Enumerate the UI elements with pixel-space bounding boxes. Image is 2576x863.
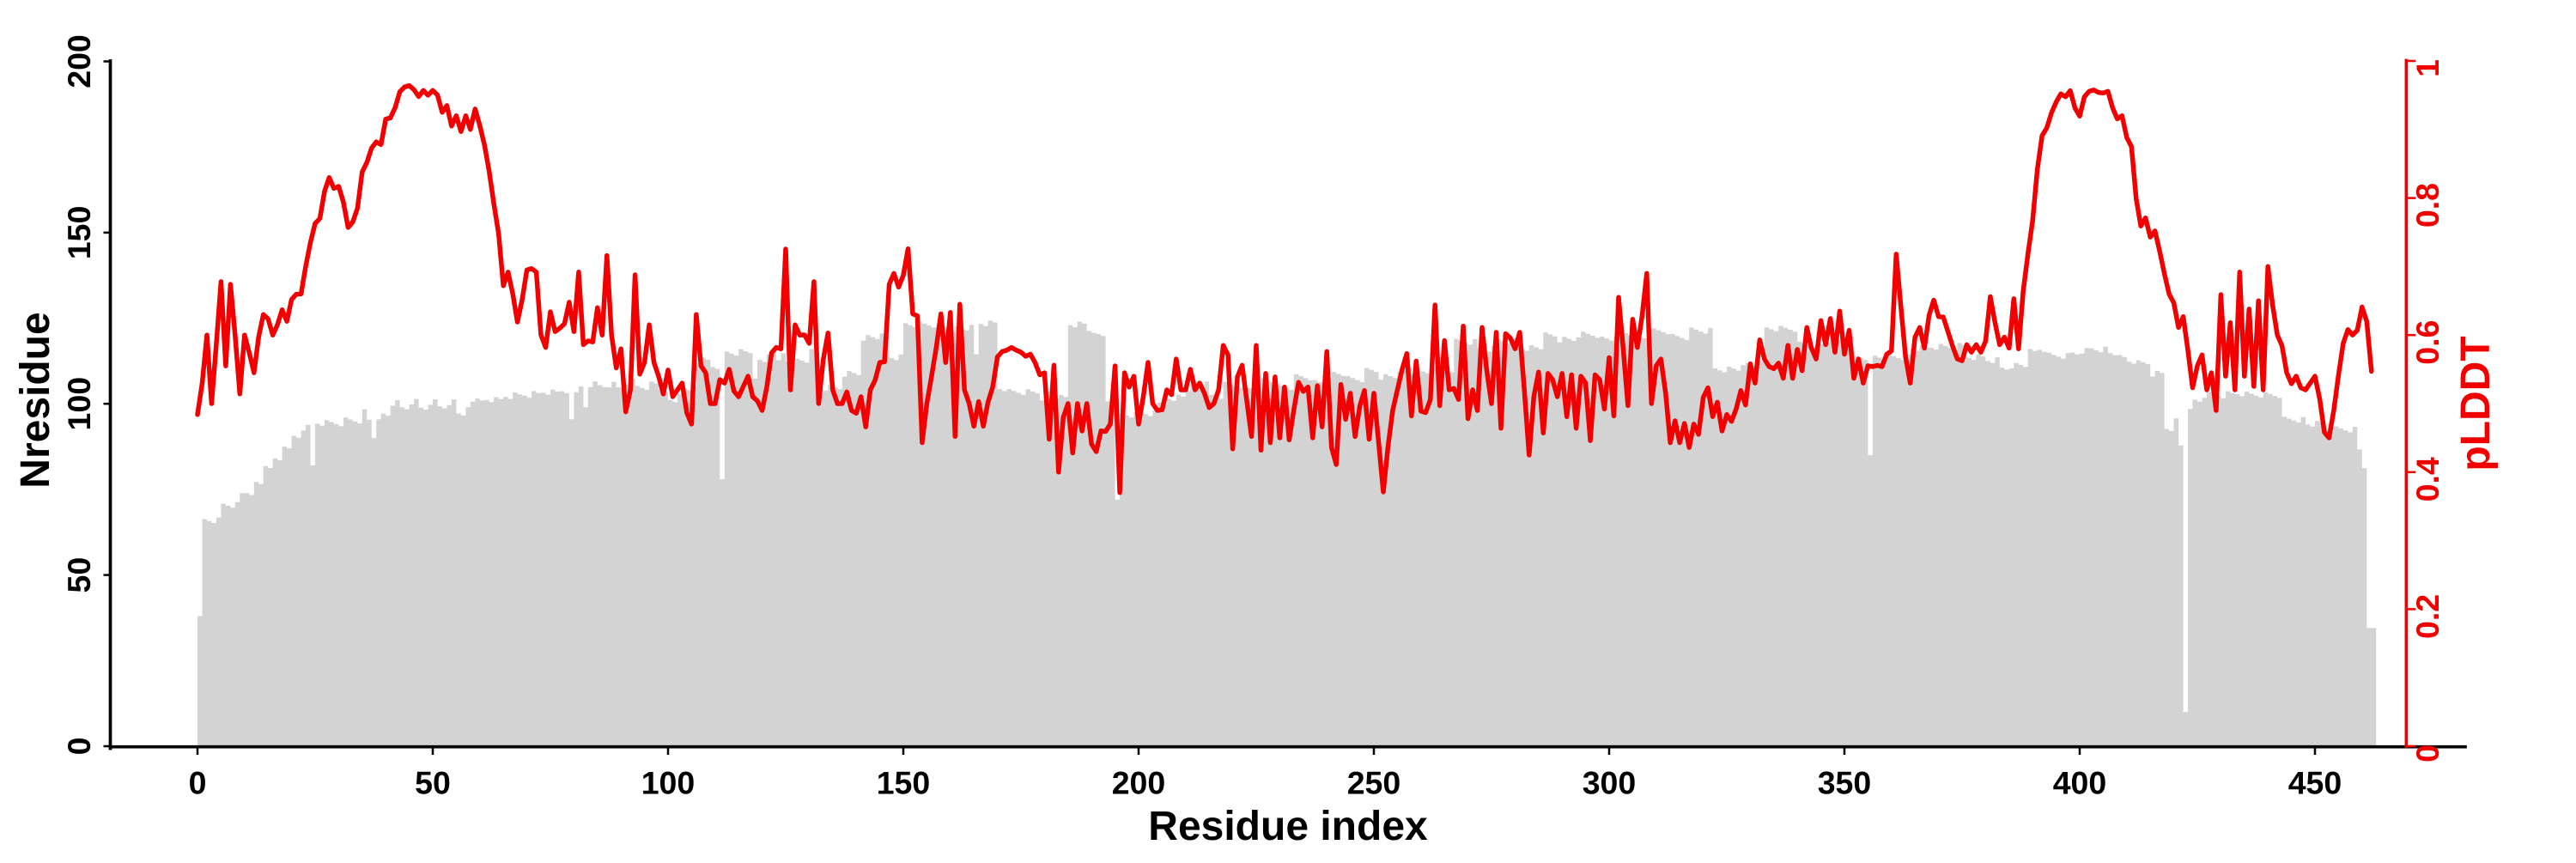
- svg-text:350: 350: [1818, 765, 1872, 801]
- svg-text:50: 50: [61, 557, 97, 593]
- svg-text:300: 300: [1583, 765, 1637, 801]
- svg-text:150: 150: [877, 765, 931, 801]
- svg-text:200: 200: [1112, 765, 1166, 801]
- svg-text:0: 0: [2409, 744, 2445, 763]
- svg-text:Nresidue: Nresidue: [13, 312, 58, 488]
- svg-text:100: 100: [641, 765, 696, 801]
- svg-text:150: 150: [61, 206, 97, 260]
- svg-text:450: 450: [2288, 765, 2342, 801]
- svg-text:1: 1: [2409, 59, 2445, 77]
- svg-text:pLDDT: pLDDT: [2453, 336, 2499, 471]
- svg-text:0.4: 0.4: [2409, 457, 2445, 501]
- svg-text:400: 400: [2053, 765, 2107, 801]
- svg-text:100: 100: [61, 377, 97, 431]
- svg-text:250: 250: [1347, 765, 1401, 801]
- svg-text:0: 0: [189, 765, 207, 801]
- svg-text:0.6: 0.6: [2409, 320, 2445, 365]
- svg-text:Residue index: Residue index: [1148, 804, 1428, 849]
- svg-text:50: 50: [415, 765, 451, 801]
- svg-text:0.2: 0.2: [2409, 594, 2445, 639]
- svg-text:0: 0: [61, 738, 97, 756]
- svg-text:0.8: 0.8: [2409, 183, 2445, 228]
- svg-text:200: 200: [61, 34, 97, 88]
